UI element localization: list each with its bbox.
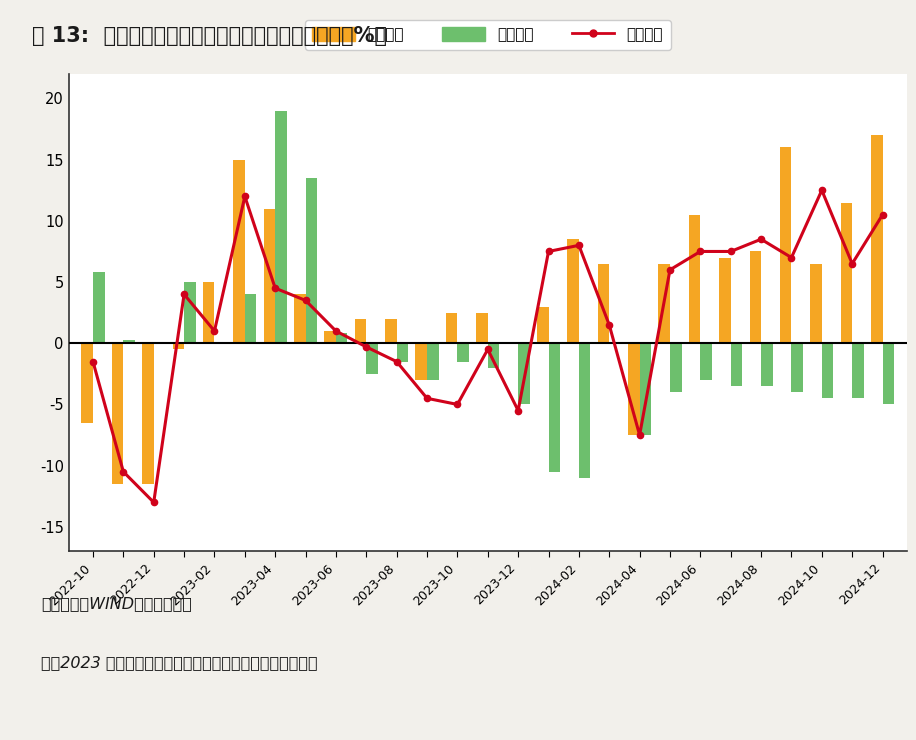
Bar (264, 209, 275, 343)
Bar (487, 343, 499, 368)
Bar (749, 252, 761, 343)
Bar (731, 343, 742, 386)
Bar (172, 343, 184, 349)
Bar (112, 343, 124, 484)
Bar (780, 147, 791, 343)
Bar (476, 312, 488, 343)
Bar (336, 334, 347, 343)
Bar (822, 343, 834, 398)
Bar (397, 343, 409, 362)
Bar (689, 215, 701, 343)
Bar (385, 319, 397, 343)
Bar (354, 319, 366, 343)
Bar (234, 160, 245, 343)
Bar (670, 343, 682, 392)
Bar (719, 258, 731, 343)
Legend: 出口数量, 出口价格, 出口金额: 出口数量, 出口价格, 出口金额 (305, 19, 671, 50)
Text: 图 13:  出口数量和出口价格对出口增速的拉动作用（%）: 图 13: 出口数量和出口价格对出口增速的拉动作用（%） (32, 26, 387, 46)
Bar (871, 135, 882, 343)
Bar (518, 343, 529, 405)
Text: 资料来源：WIND，财信研究院: 资料来源：WIND，财信研究院 (41, 596, 192, 610)
Bar (811, 263, 822, 343)
Bar (598, 263, 609, 343)
Bar (791, 343, 803, 392)
Bar (639, 343, 651, 435)
Bar (549, 343, 560, 472)
Bar (416, 343, 427, 380)
Bar (366, 343, 377, 374)
Bar (579, 343, 591, 478)
Bar (124, 340, 135, 343)
Text: 注：2023 年为两年平均增速，价格根据金额和数量增速倒推: 注：2023 年为两年平均增速，价格根据金额和数量增速倒推 (41, 655, 318, 670)
Bar (142, 343, 154, 484)
Bar (852, 343, 864, 398)
Bar (446, 312, 457, 343)
Bar (294, 295, 306, 343)
Bar (567, 239, 579, 343)
Bar (761, 343, 772, 386)
Bar (427, 343, 439, 380)
Bar (203, 282, 214, 343)
Bar (628, 343, 639, 435)
Bar (659, 263, 670, 343)
Bar (701, 343, 712, 380)
Bar (275, 111, 287, 343)
Bar (184, 282, 196, 343)
Bar (457, 343, 469, 362)
Bar (324, 331, 336, 343)
Bar (306, 178, 317, 343)
Bar (82, 343, 93, 423)
Bar (537, 306, 549, 343)
Bar (93, 272, 104, 343)
Bar (882, 343, 894, 405)
Bar (841, 203, 852, 343)
Bar (245, 295, 256, 343)
